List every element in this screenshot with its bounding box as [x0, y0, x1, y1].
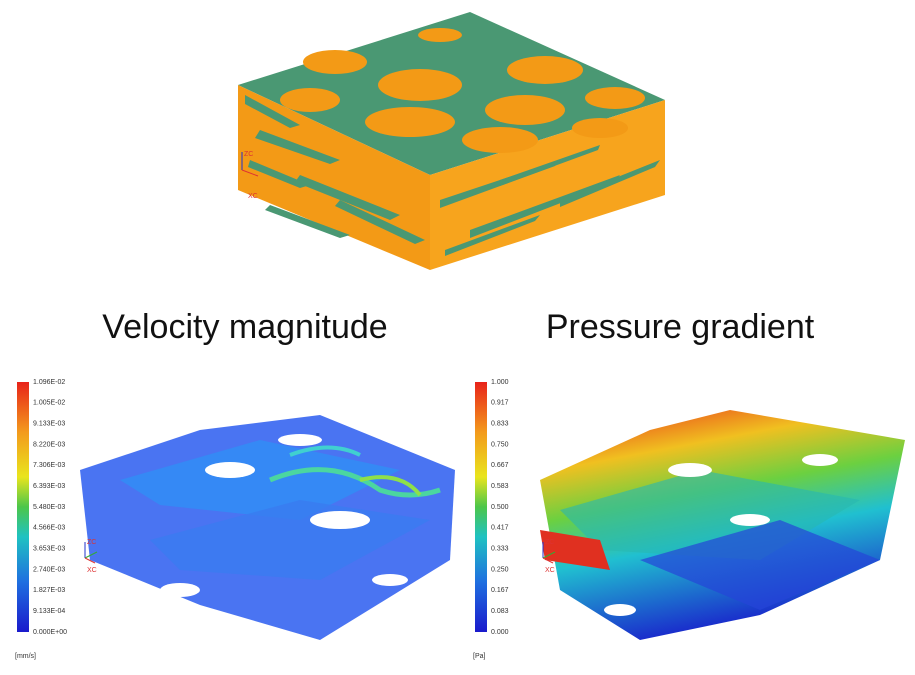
colorbar-unit: [Pa]: [473, 653, 486, 660]
axis-label: ZC: [244, 151, 253, 158]
colorbar-label: 0.000E+00: [33, 629, 67, 636]
colorbar-label: 0.583: [491, 483, 509, 490]
porous-block: [238, 12, 665, 270]
velocity-render: [80, 415, 455, 640]
colorbar-label: 0.833: [491, 421, 509, 428]
colorbar-label: 1.000: [491, 379, 509, 386]
panel-title: Velocity magnitude: [102, 308, 387, 346]
colorbar-label: 0.417: [491, 525, 509, 532]
colorbar-label: 9.133E-03: [33, 421, 65, 428]
colorbar-label: 3.653E-03: [33, 546, 65, 553]
axis-label: ZC: [545, 539, 554, 546]
colorbar-label: 0.167: [491, 587, 509, 594]
colorbar-label: 1.827E-03: [33, 587, 65, 594]
colorbar-label: 0.333: [491, 546, 509, 553]
colorbar-label: 6.393E-03: [33, 483, 65, 490]
pressure-render: [540, 410, 905, 640]
colorbar-label: 8.220E-03: [33, 441, 65, 448]
axis-triad: [542, 557, 554, 564]
colorbar-label: 0.500: [491, 504, 509, 511]
colorbar-label: 5.480E-03: [33, 504, 65, 511]
panel-title: Pressure gradient: [546, 308, 815, 346]
colorbar-label: 0.917: [491, 400, 509, 407]
colorbar-label: 2.740E-03: [33, 566, 65, 573]
colorbar-label: 0.250: [491, 566, 509, 573]
colorbar: [17, 382, 29, 632]
colorbar-label: 0.083: [491, 608, 509, 615]
colorbar-label: 0.667: [491, 462, 509, 469]
colorbar-label: 7.306E-03: [33, 462, 65, 469]
colorbar-label: 4.566E-03: [33, 525, 65, 532]
axis-triad: [84, 557, 96, 564]
colorbar-label: 0.750: [491, 441, 509, 448]
colorbar-label: 0.000: [491, 629, 509, 636]
colorbar-label: 1.005E-02: [33, 400, 65, 407]
colorbar-unit: [mm/s]: [15, 653, 36, 660]
colorbar-label: 9.133E-04: [33, 608, 65, 615]
axis-triad: [542, 551, 556, 559]
axis-label: XC: [248, 193, 258, 200]
axis-label: ZC: [87, 539, 96, 546]
colorbar: [475, 382, 487, 632]
axis-label: XC: [87, 567, 97, 574]
axis-triad: [84, 551, 98, 559]
axis-label: XC: [545, 567, 555, 574]
colorbar-label: 1.096E-02: [33, 379, 65, 386]
